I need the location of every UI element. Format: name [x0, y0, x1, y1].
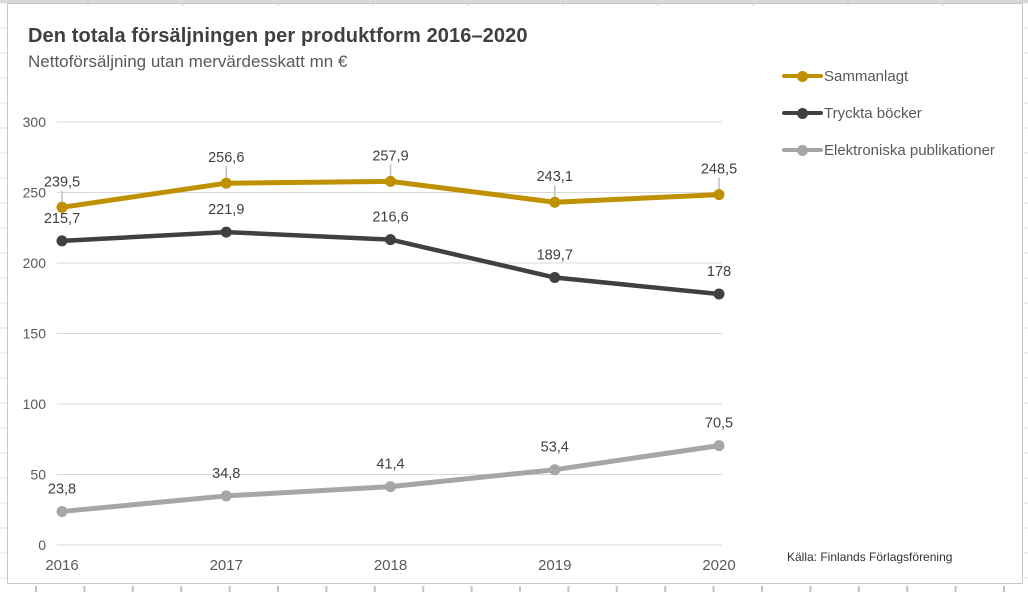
legend-label: Elektroniska publikationer — [824, 141, 995, 159]
data-point-marker — [385, 481, 396, 493]
x-tick-label: 2018 — [374, 557, 407, 574]
data-point-marker — [56, 235, 68, 247]
data-label: 216,6 — [372, 210, 408, 226]
spreadsheet-top-edge — [0, 0, 1028, 3]
legend-label: Sammanlagt — [824, 67, 909, 85]
data-point-marker — [713, 288, 725, 300]
data-label: 215,7 — [44, 211, 80, 227]
data-label: 257,9 — [372, 148, 408, 164]
y-tick-label: 100 — [23, 396, 47, 412]
data-point-marker — [56, 201, 68, 213]
data-label: 34,8 — [212, 466, 240, 482]
data-point-marker — [713, 189, 725, 201]
legend-line-marker-icon — [782, 144, 823, 156]
legend-item-elektroniska-publikationer: Elektroniska publikationer — [782, 138, 995, 162]
legend-label: Tryckta böcker — [824, 104, 922, 122]
data-point-marker — [220, 177, 232, 189]
data-label: 41,4 — [376, 457, 404, 473]
data-label: 178 — [707, 264, 731, 280]
data-label: 53,4 — [541, 440, 569, 456]
chart-subtitle: Nettoförsäljning utan mervärdesskatt mn … — [28, 52, 348, 71]
x-tick-label: 2016 — [45, 557, 78, 574]
x-tick-label: 2020 — [702, 557, 735, 574]
chart-legend: Sammanlagt Tryckta böcker Elektroniska p… — [782, 64, 995, 162]
y-tick-label: 150 — [23, 326, 47, 342]
data-point-marker — [220, 490, 232, 502]
data-point-marker — [549, 196, 561, 208]
data-label: 248,5 — [701, 162, 737, 178]
data-label: 221,9 — [208, 202, 244, 218]
y-tick-label: 200 — [23, 255, 47, 271]
data-label: 23,8 — [48, 481, 76, 497]
chart-card — [7, 3, 1023, 584]
data-point-marker — [713, 440, 725, 452]
data-point-marker — [549, 464, 561, 476]
data-label: 243,1 — [537, 169, 573, 185]
source-note: Källa: Finlands Förlagsförening — [787, 550, 953, 564]
data-point-marker — [549, 272, 561, 284]
data-label: 189,7 — [537, 248, 573, 264]
data-label: 239,5 — [44, 174, 80, 190]
data-label: 256,6 — [208, 150, 244, 166]
y-tick-label: 0 — [38, 537, 46, 553]
legend-item-tryckta-bocker: Tryckta böcker — [782, 101, 995, 125]
chart-title: Den totala försäljningen per produktform… — [28, 25, 528, 47]
data-point-marker — [385, 234, 396, 246]
data-point-marker — [385, 175, 396, 187]
x-tick-label: 2017 — [210, 557, 243, 574]
legend-line-marker-icon — [782, 70, 823, 82]
series-line-elektroniska-publikationer — [59, 443, 722, 514]
data-label: 70,5 — [705, 416, 733, 432]
y-tick-label: 50 — [30, 467, 46, 483]
legend-item-sammanlagt: Sammanlagt — [782, 64, 995, 88]
data-point-marker — [220, 226, 232, 238]
y-tick-label: 250 — [23, 185, 47, 201]
data-point-marker — [56, 505, 68, 517]
y-tick-label: 300 — [23, 114, 47, 130]
x-tick-label: 2019 — [538, 557, 571, 574]
legend-line-marker-icon — [782, 107, 823, 119]
